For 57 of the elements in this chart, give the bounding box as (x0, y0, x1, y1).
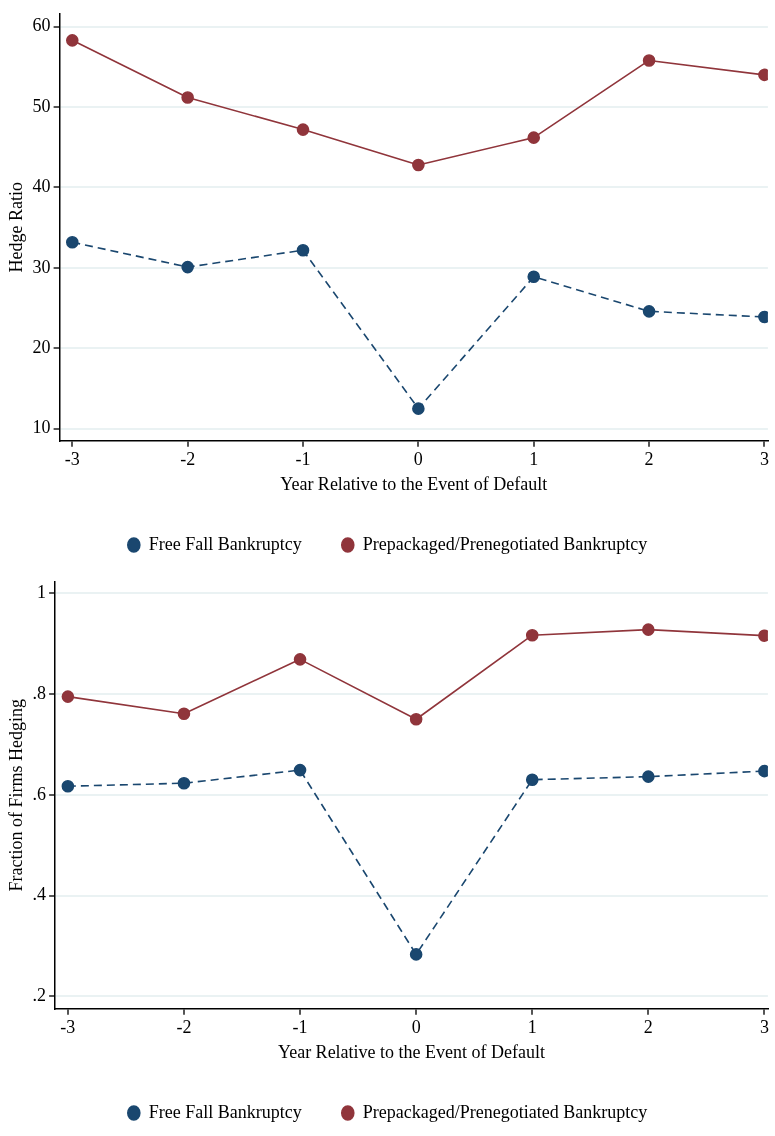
y-tick-label: 10 (32, 417, 51, 438)
point (61, 690, 75, 703)
y-tick-label: 20 (32, 337, 51, 358)
legend-label: Prepackaged/Prenegotiated Bankruptcy (362, 1101, 648, 1122)
point (642, 305, 656, 318)
point (525, 773, 539, 786)
x-tick-label: 1 (529, 449, 539, 470)
legend-label: Free Fall Bankruptcy (148, 533, 302, 554)
x-tick-label: -3 (60, 1017, 76, 1038)
point (525, 628, 539, 642)
x-tick-label: -1 (295, 449, 311, 470)
point (293, 763, 307, 777)
y-tick-label: 50 (32, 95, 51, 116)
point (409, 948, 423, 961)
point (409, 712, 423, 726)
y-tick-label: 30 (32, 256, 51, 277)
point (181, 260, 194, 274)
point (65, 34, 79, 47)
y-tick-label: .8 (32, 682, 47, 703)
point (527, 131, 541, 144)
point (296, 123, 310, 136)
x-tick-label: 3 (759, 449, 769, 470)
x-tick-label: -1 (292, 1017, 308, 1038)
point (642, 770, 655, 783)
x-axis-title: Year Relative to the Event of Default (280, 473, 548, 494)
point (293, 653, 307, 666)
y-tick-label: .2 (32, 984, 47, 1005)
y-tick-label: 1 (37, 582, 47, 603)
point (177, 707, 191, 721)
x-tick-label: 2 (644, 449, 654, 470)
point (412, 402, 425, 415)
point (296, 243, 310, 257)
x-tick-label: -2 (180, 449, 196, 470)
x-tick-label: 0 (413, 449, 423, 470)
point (642, 54, 656, 67)
x-tick-label: 1 (527, 1017, 537, 1038)
legend-label: Free Fall Bankruptcy (148, 1101, 302, 1122)
x-tick-label: -3 (64, 449, 80, 470)
x-axis-title: Year Relative to the Event of Default (277, 1041, 546, 1062)
point (527, 270, 541, 284)
point (642, 623, 655, 636)
x-tick-label: -2 (176, 1017, 192, 1038)
point (181, 91, 194, 104)
y-tick-label: .4 (32, 884, 47, 905)
y-tick-label: .6 (32, 783, 47, 804)
y-axis-title: Fraction of Firms Hedging (5, 699, 26, 892)
y-axis-title: Hedge Ratio (5, 182, 26, 273)
x-tick-label: 0 (411, 1017, 421, 1038)
point (412, 158, 425, 172)
point (65, 235, 79, 249)
point (177, 776, 191, 790)
x-tick-label: 2 (643, 1017, 653, 1038)
x-tick-label: 3 (759, 1017, 769, 1038)
legend-label: Prepackaged/Prenegotiated Bankruptcy (362, 533, 648, 554)
point (61, 779, 75, 793)
y-tick-label: 60 (32, 15, 51, 36)
y-tick-label: 40 (32, 176, 51, 197)
